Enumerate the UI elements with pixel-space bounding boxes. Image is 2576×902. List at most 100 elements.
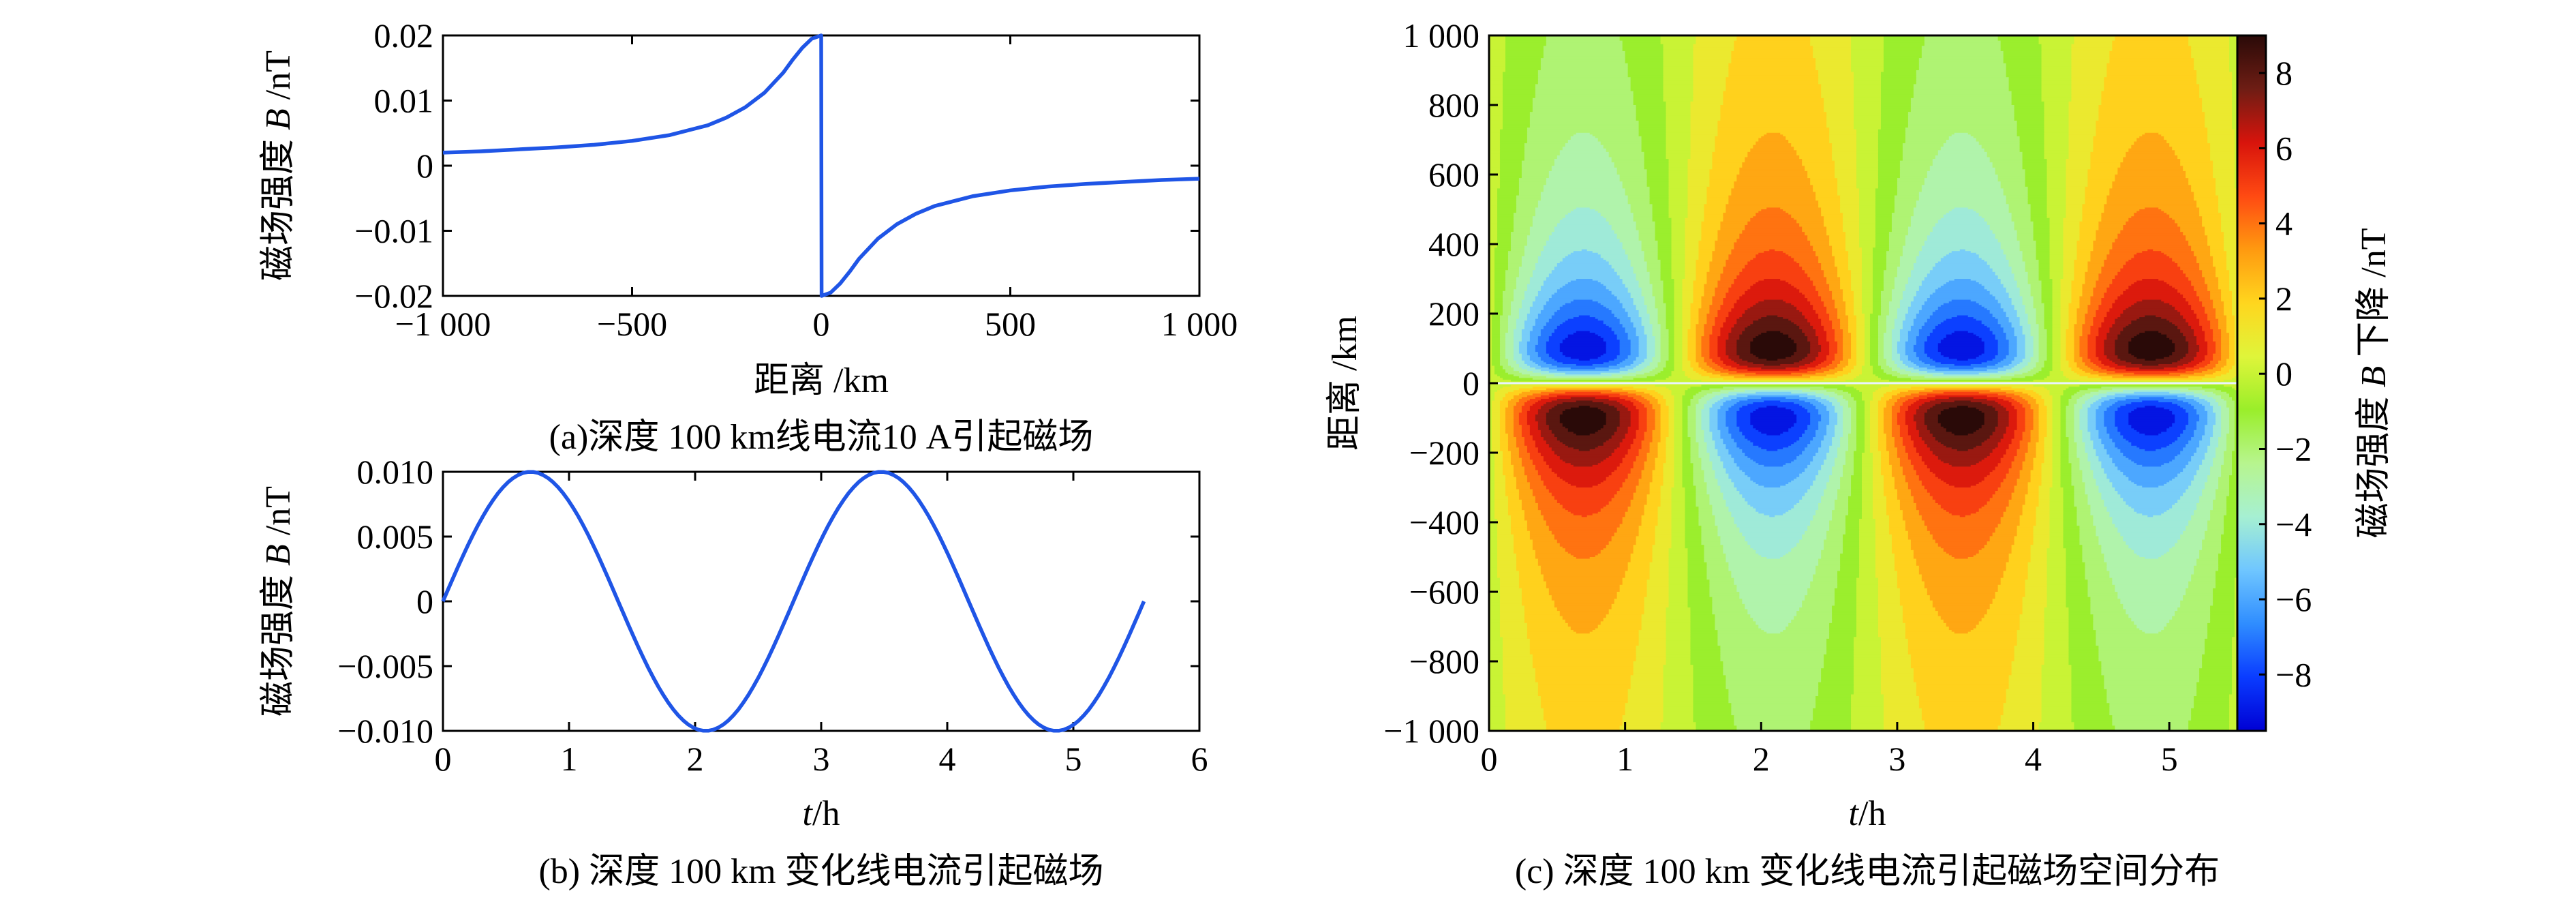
contour-cell xyxy=(1663,55,1694,57)
contour-cell xyxy=(1690,124,1718,127)
contour-cell xyxy=(1666,147,1691,149)
contour-cell xyxy=(2112,46,2192,48)
contour-cell xyxy=(1880,106,1912,109)
contour-cell xyxy=(1880,127,1906,130)
contour-cell xyxy=(1905,127,2018,130)
contour-cell xyxy=(2188,39,2230,42)
contour-cell xyxy=(2000,181,2026,184)
contour-cell xyxy=(1497,200,1517,203)
contour-cell xyxy=(1518,192,1542,194)
contour-cell xyxy=(1693,58,1732,61)
contour-cell xyxy=(2046,159,2067,162)
contour-cell xyxy=(1728,200,1819,203)
contour-cell xyxy=(2202,97,2233,100)
contour-cell xyxy=(2183,167,2213,170)
contour-cell xyxy=(1646,170,1670,174)
contour-cell xyxy=(2071,96,2102,99)
contour-cell xyxy=(2027,190,2048,193)
contour-cell xyxy=(1693,93,1723,95)
contour-cell xyxy=(1856,143,1879,146)
contour-cell xyxy=(1535,87,1631,90)
contour-cell xyxy=(2191,188,2216,191)
contour-cell xyxy=(2106,70,2197,73)
contour-cell xyxy=(2123,157,2178,160)
contour-cell xyxy=(1693,44,1734,46)
contour-cell xyxy=(1704,204,1726,207)
contour-cell xyxy=(1638,132,1667,135)
contour-cell xyxy=(1997,179,2026,182)
contour-cell xyxy=(1518,194,1542,196)
contour-cell xyxy=(1505,49,1544,52)
contour-cell xyxy=(1489,78,1503,81)
contour-cell xyxy=(2202,103,2233,106)
contour-cell xyxy=(1832,151,1857,154)
contour-cell xyxy=(2044,103,2070,106)
contour-cell xyxy=(1663,78,1694,81)
contour-cell xyxy=(1502,85,1536,89)
contour-cell xyxy=(1913,87,2010,90)
contour-cell xyxy=(1921,52,2004,55)
contour-cell xyxy=(1693,72,1729,74)
contour-cell xyxy=(1537,74,1629,76)
contour-cell xyxy=(1875,188,1898,191)
contour-cell xyxy=(1856,131,1879,134)
contour-cell xyxy=(1668,160,1689,163)
contour-cell xyxy=(2006,70,2042,73)
contour-cell xyxy=(2098,112,2205,115)
contour-cell xyxy=(1856,178,1879,181)
contour-cell xyxy=(1706,202,1729,205)
contour-cell xyxy=(1668,162,1689,165)
contour-cell xyxy=(1690,113,1721,116)
contour-cell xyxy=(2066,194,2086,196)
contour-cell xyxy=(2066,167,2091,170)
contour-cell xyxy=(1489,167,1501,170)
contour-cell xyxy=(1815,65,1852,67)
contour-cell xyxy=(1663,61,1694,64)
contour-cell xyxy=(2093,145,2132,147)
contour-cell xyxy=(1717,134,1764,137)
contour-cell xyxy=(1489,50,1506,54)
contour-cell xyxy=(2166,141,2208,144)
contour-cell xyxy=(1854,117,1882,119)
contour-cell xyxy=(2044,125,2070,128)
contour-cell xyxy=(1630,82,1664,85)
contour-cell xyxy=(2169,145,2211,147)
contour-cell xyxy=(1489,157,1501,160)
contour-cell xyxy=(1916,82,2010,85)
contour-cell xyxy=(2066,186,2086,189)
contour-cell xyxy=(1646,176,1670,179)
contour-cell xyxy=(2066,160,2091,163)
contour-cell xyxy=(1910,110,2015,112)
contour-cell xyxy=(1810,181,1838,184)
contour-cell xyxy=(1489,169,1501,172)
contour-cell xyxy=(1726,87,1822,90)
contour-cell xyxy=(1717,132,1767,135)
contour-cell xyxy=(2210,147,2235,149)
contour-cell xyxy=(1499,143,1525,146)
contour-cell xyxy=(2101,101,2203,104)
contour-cell xyxy=(2109,56,2192,59)
contour-cell xyxy=(1720,108,1824,111)
contour-cell xyxy=(2068,108,2099,111)
contour-cell xyxy=(2003,52,2042,55)
contour-cell xyxy=(1918,65,2007,67)
contour-cell xyxy=(1693,56,1732,59)
contour-cell xyxy=(1877,185,1898,187)
contour-cell xyxy=(2006,75,2042,78)
contour-cell xyxy=(1897,183,1925,185)
contour-cell xyxy=(1693,55,1732,57)
contour-cell xyxy=(1693,84,1726,87)
contour-cell xyxy=(1851,63,1884,65)
contour-cell xyxy=(1932,159,1991,162)
contour-cell xyxy=(2199,85,2233,89)
contour-cell xyxy=(1829,136,1857,139)
contour-cell xyxy=(1693,63,1729,65)
contour-cell xyxy=(1880,91,1914,93)
contour-cell xyxy=(2044,110,2070,112)
contour-cell xyxy=(2017,127,2045,130)
contour-cell xyxy=(2068,105,2099,108)
contour-cell xyxy=(1489,37,1506,40)
contour-cell xyxy=(1668,164,1689,166)
contour-cell xyxy=(2025,178,2048,181)
